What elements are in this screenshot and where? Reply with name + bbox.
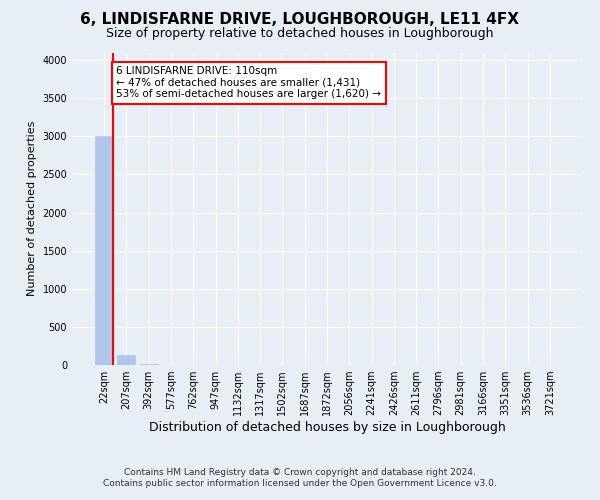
- X-axis label: Distribution of detached houses by size in Loughborough: Distribution of detached houses by size …: [149, 421, 505, 434]
- Text: Size of property relative to detached houses in Loughborough: Size of property relative to detached ho…: [106, 28, 494, 40]
- Bar: [118, 356, 136, 365]
- Text: Contains HM Land Registry data © Crown copyright and database right 2024.
Contai: Contains HM Land Registry data © Crown c…: [103, 468, 497, 487]
- Bar: [140, 364, 158, 365]
- Text: 6, LINDISFARNE DRIVE, LOUGHBOROUGH, LE11 4FX: 6, LINDISFARNE DRIVE, LOUGHBOROUGH, LE11…: [80, 12, 520, 28]
- Bar: [95, 136, 113, 365]
- Text: 6 LINDISFARNE DRIVE: 110sqm
← 47% of detached houses are smaller (1,431)
53% of : 6 LINDISFARNE DRIVE: 110sqm ← 47% of det…: [116, 66, 382, 100]
- Y-axis label: Number of detached properties: Number of detached properties: [27, 121, 37, 296]
